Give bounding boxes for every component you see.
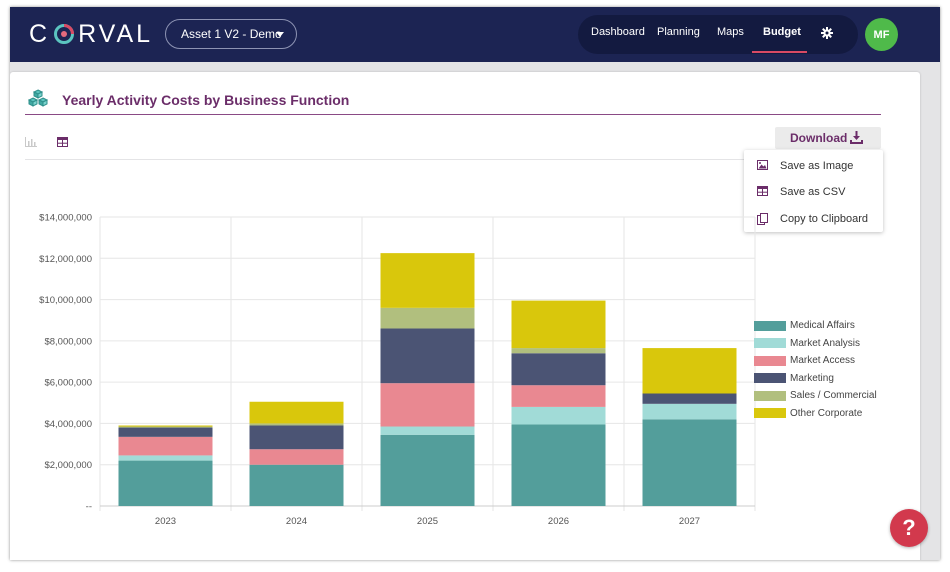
asset-select-value: Asset 1 V2 - Demo: [181, 27, 282, 41]
y-tick-label: $12,000,000: [39, 254, 92, 265]
legend-label: Market Analysis: [790, 337, 861, 349]
nav-pill-background: [578, 15, 858, 54]
download-button[interactable]: Download: [775, 127, 881, 149]
nav-budget[interactable]: Budget: [763, 26, 801, 38]
table-view-icon[interactable]: [57, 134, 68, 152]
table-icon: [757, 186, 768, 196]
menu-save-as-image[interactable]: Save as Image: [744, 153, 883, 179]
legend-swatch: [754, 408, 786, 418]
legend-item[interactable]: Sales / Commercial: [754, 390, 877, 401]
bar-segment[interactable]: [118, 427, 213, 437]
image-icon: [757, 160, 768, 170]
title-divider: [25, 114, 881, 115]
legend-label: Other Corporate: [790, 407, 863, 419]
y-tick-label: $6,000,000: [44, 378, 92, 389]
legend-swatch: [754, 390, 786, 401]
y-tick-label: $2,000,000: [44, 460, 92, 471]
cubes-icon: [27, 89, 49, 109]
y-tick-label: $8,000,000: [44, 336, 92, 347]
legend-label: Marketing: [790, 372, 834, 384]
x-tick-label: 2027: [679, 516, 700, 527]
bar-segment[interactable]: [249, 401, 344, 424]
bar-segment[interactable]: [642, 403, 737, 420]
bar-segment[interactable]: [118, 455, 213, 461]
bar-segment[interactable]: [511, 348, 606, 354]
top-nav-bar: C RVAL Asset 1 V2 - Demo Dashboard Plann…: [10, 7, 940, 62]
bar-segment[interactable]: [249, 464, 344, 506]
nav-maps[interactable]: Maps: [717, 26, 744, 38]
legend-item[interactable]: Market Access: [754, 355, 855, 366]
legend-swatch: [754, 320, 786, 331]
bar-segment[interactable]: [118, 460, 213, 506]
bar-segment[interactable]: [380, 426, 475, 435]
bar-segment[interactable]: [380, 434, 475, 506]
avatar[interactable]: MF: [865, 18, 898, 51]
clipboard-icon: [757, 213, 768, 225]
x-tick-label: 2026: [548, 516, 569, 527]
bar-segment[interactable]: [249, 423, 344, 426]
bar-segment[interactable]: [511, 353, 606, 386]
menu-item-label: Save as Image: [780, 160, 854, 172]
asset-select-dropdown[interactable]: Asset 1 V2 - Demo: [165, 19, 297, 49]
legend-item[interactable]: Marketing: [754, 373, 834, 384]
menu-item-label: Save as CSV: [780, 186, 846, 198]
bar-segment[interactable]: [249, 449, 344, 465]
bar-segment[interactable]: [118, 426, 213, 428]
menu-copy-to-clipboard[interactable]: Copy to Clipboard: [744, 206, 883, 232]
legend-label: Medical Affairs: [790, 320, 855, 331]
x-tick-label: 2024: [286, 516, 307, 527]
logo-text-right: RVAL: [78, 19, 154, 48]
y-tick-label: $4,000,000: [44, 419, 92, 430]
bar-segment[interactable]: [642, 419, 737, 506]
bar-segment[interactable]: [380, 328, 475, 384]
bar-segment[interactable]: [511, 424, 606, 506]
bar-segment[interactable]: [380, 253, 475, 308]
legend-item[interactable]: Medical Affairs: [754, 320, 855, 331]
bar-segment[interactable]: [511, 385, 606, 407]
legend-swatch: [754, 373, 786, 383]
page-title: Yearly Activity Costs by Business Functi…: [62, 92, 350, 108]
bar-segment[interactable]: [118, 425, 213, 427]
nav-dashboard[interactable]: Dashboard: [591, 26, 645, 38]
download-menu: Save as Image Save as CSV Copy to Clipbo…: [744, 150, 883, 232]
bar-segment[interactable]: [642, 348, 737, 394]
bar-segment[interactable]: [249, 425, 344, 450]
y-tick-label: --: [86, 502, 92, 513]
download-icon: [850, 131, 863, 144]
bar-segment[interactable]: [511, 406, 606, 425]
active-nav-indicator: [752, 51, 807, 53]
bar-segment[interactable]: [642, 393, 737, 404]
legend-label: Market Access: [790, 355, 856, 366]
legend-swatch: [754, 338, 786, 348]
bar-segment[interactable]: [511, 300, 606, 349]
download-label: Download: [790, 131, 848, 145]
help-button[interactable]: ?: [890, 509, 928, 547]
y-tick-label: $10,000,000: [39, 295, 92, 306]
logo-ring-icon: [53, 23, 75, 45]
menu-save-as-csv[interactable]: Save as CSV: [744, 179, 883, 205]
corval-logo[interactable]: C RVAL: [29, 19, 154, 48]
logo-text-left: C: [29, 19, 51, 48]
caret-down-icon: [276, 32, 284, 37]
x-tick-label: 2025: [417, 516, 438, 527]
legend-label: Sales / Commercial: [790, 390, 877, 401]
nav-planning[interactable]: Planning: [657, 26, 700, 38]
bar-segment[interactable]: [118, 436, 213, 456]
legend-item[interactable]: Market Analysis: [754, 338, 860, 349]
toolbar-divider: [25, 159, 881, 160]
menu-item-label: Copy to Clipboard: [780, 213, 869, 225]
bar-segment[interactable]: [380, 383, 475, 427]
legend-item[interactable]: Other Corporate: [754, 408, 862, 419]
bar-chart-view-icon[interactable]: [25, 134, 37, 152]
bar-segment[interactable]: [380, 307, 475, 329]
x-tick-label: 2023: [155, 516, 176, 527]
gear-icon[interactable]: [821, 26, 833, 39]
legend-swatch: [754, 355, 786, 366]
y-tick-label: $14,000,000: [39, 213, 92, 224]
